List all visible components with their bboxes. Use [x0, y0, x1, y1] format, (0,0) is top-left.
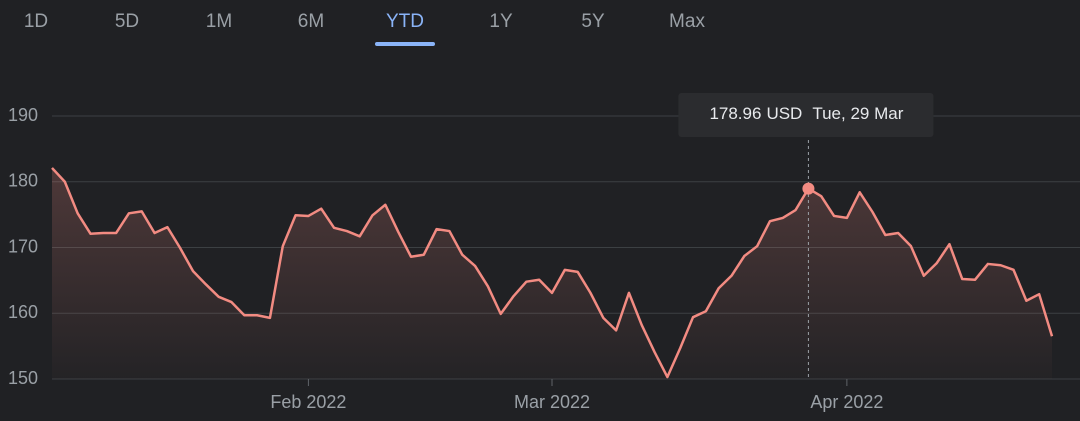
selected-tab-indicator: [375, 42, 435, 46]
y-tick-label: 180: [8, 171, 38, 191]
range-tab[interactable]: 5Y: [581, 11, 605, 32]
range-tab[interactable]: Max: [669, 11, 705, 32]
tooltip-box: [678, 93, 934, 137]
x-tick-label: Apr 2022: [810, 392, 883, 412]
range-tab[interactable]: YTD: [386, 11, 424, 32]
range-tab[interactable]: 6M: [298, 11, 324, 32]
range-tab[interactable]: 1Y: [489, 11, 513, 32]
x-tick-label: Mar 2022: [514, 392, 590, 412]
tooltip-text: 178.96 USD Tue, 29 Mar: [709, 104, 903, 123]
y-tick-label: 150: [8, 368, 38, 388]
tooltip-date: Tue, 29 Mar: [812, 104, 903, 123]
y-tick-label: 190: [8, 105, 38, 125]
range-tab[interactable]: 1D: [24, 11, 48, 32]
range-tab[interactable]: 1M: [206, 11, 232, 32]
hover-point: [802, 182, 815, 195]
area: [52, 167, 1052, 379]
x-tick-label: Feb 2022: [270, 392, 346, 412]
y-tick-label: 160: [8, 302, 38, 322]
price-line: [51, 167, 1054, 379]
range-tab[interactable]: 5D: [115, 11, 139, 32]
tooltip-value: 178.96: [709, 104, 761, 123]
y-tick-label: 170: [8, 236, 38, 256]
tooltip-unit: USD: [766, 104, 802, 123]
